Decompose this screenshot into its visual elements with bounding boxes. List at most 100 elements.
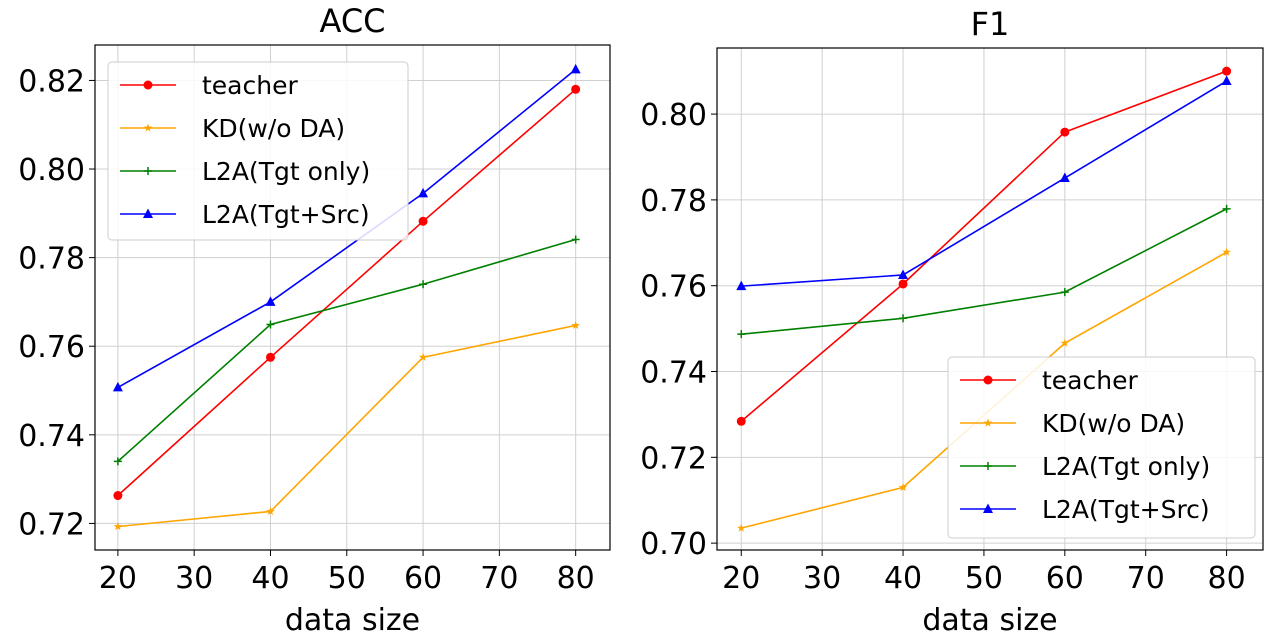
plot-frame	[94, 44, 611, 551]
marker-circle	[898, 279, 908, 289]
y-tick-label: 0.74	[640, 356, 707, 391]
legend-label: KD(w/o DA)	[1042, 409, 1185, 438]
marker-star	[418, 352, 428, 361]
chart-f1: 20 30 40 50 60 70 80 0.70 0.72 0.74 0.76 0.78 0.80 F1…	[640, 5, 1264, 638]
x-tick-label: 80	[1208, 561, 1246, 596]
marker-circle	[736, 416, 746, 426]
series-line	[117, 88, 577, 497]
x-tick-label: 70	[1127, 561, 1165, 596]
x-axis-label: data size	[285, 603, 420, 638]
y-tick-label: 0.76	[18, 330, 85, 365]
marker-plus	[737, 330, 746, 339]
chart-acc: 20 30 40 50 60 70 80 0.72 0.74 0.76 0.78 0.80 0.82 AC…	[18, 2, 611, 638]
marker-circle	[113, 491, 123, 501]
marker-plus	[984, 462, 992, 470]
x-tick-label: 30	[175, 561, 213, 596]
marker-star	[983, 418, 993, 427]
marker-plus	[1222, 204, 1231, 213]
x-tick-label: 60	[404, 561, 442, 596]
marker-triangle	[418, 187, 429, 198]
marker-plus	[419, 280, 428, 289]
marker-star	[266, 507, 275, 516]
marker-plus	[266, 320, 275, 329]
legend: teacher KD(w/o DA) L2A(Tgt only) L2A(Tgt+Sr…	[107, 61, 409, 241]
legend-label: L2A(Tgt only)	[202, 157, 370, 186]
series-line	[117, 324, 576, 528]
y-tick-label: 0.80	[640, 98, 707, 133]
x-tick-label: 20	[722, 561, 760, 596]
marker-circle	[265, 352, 275, 362]
legend-frame	[947, 356, 1256, 539]
marker-circle	[1060, 127, 1070, 137]
x-tick-label: 70	[480, 561, 518, 596]
x-tick-label: 40	[251, 561, 289, 596]
marker-circle	[418, 216, 428, 226]
marker-triangle	[898, 269, 909, 279]
series-teacher	[736, 66, 1232, 426]
marker-triangle	[112, 381, 123, 392]
marker-circle	[983, 375, 993, 385]
x-tick-label: 40	[884, 561, 922, 596]
x-tick-label: 80	[557, 561, 595, 596]
marker-triangle	[143, 208, 153, 218]
series-line	[741, 80, 1228, 287]
marker-star	[737, 523, 746, 532]
marker-triangle	[983, 503, 993, 513]
marker-star	[1060, 338, 1070, 347]
y-tick-label: 0.74	[18, 419, 85, 454]
y-tick-label: 0.72	[18, 507, 85, 542]
x-axis-label: data size	[922, 603, 1057, 638]
marker-plus	[144, 167, 152, 175]
marker-triangle	[265, 296, 276, 306]
marker-triangle	[570, 63, 581, 74]
y-tick-label: 0.78	[640, 184, 707, 219]
marker-star	[898, 482, 908, 491]
x-tick-label: 60	[1046, 561, 1084, 596]
x-tick-label: 50	[965, 561, 1003, 596]
marker-circle	[571, 84, 581, 94]
series-l2a-tgt-only-	[113, 235, 580, 466]
y-tick-label: 0.78	[18, 242, 85, 277]
legend-label: L2A(Tgt+Src)	[202, 200, 370, 229]
y-tick-label: 0.80	[18, 153, 85, 188]
legend-label: teacher	[202, 71, 298, 100]
chart-title: ACC	[319, 2, 385, 40]
marker-plus	[899, 314, 908, 323]
marker-triangle	[736, 280, 747, 291]
marker-star	[143, 123, 153, 132]
series-line	[117, 238, 576, 462]
marker-triangle	[1221, 75, 1232, 86]
plot-frame	[716, 47, 1264, 551]
series-line	[741, 208, 1227, 335]
chart-title: F1	[971, 5, 1010, 43]
y-tick-label: 0.70	[640, 527, 707, 562]
marker-star	[1222, 247, 1231, 256]
x-tick-label: 30	[803, 561, 841, 596]
marker-circle	[1222, 66, 1232, 76]
series-teacher	[113, 84, 581, 501]
series-line	[117, 68, 577, 389]
series-l2a-tgt-only-	[737, 204, 1231, 339]
marker-star	[571, 320, 580, 329]
marker-circle	[143, 80, 153, 90]
marker-triangle	[1059, 172, 1070, 183]
y-tick-label: 0.82	[18, 64, 85, 99]
x-tick-label: 20	[99, 561, 137, 596]
marker-plus	[571, 235, 580, 244]
legend-label: teacher	[1042, 366, 1138, 395]
marker-plus	[1060, 288, 1069, 297]
legend: teacher KD(w/o DA) L2A(Tgt only) L2A(Tgt+Sr…	[947, 356, 1256, 539]
y-tick-label: 0.72	[640, 441, 707, 476]
series-line	[740, 70, 1227, 422]
legend-label: L2A(Tgt only)	[1042, 452, 1210, 481]
series-l2a-tgt-src-	[112, 63, 581, 392]
marker-star	[113, 522, 123, 531]
series-l2a-tgt-src-	[736, 75, 1232, 291]
y-tick-label: 0.76	[640, 270, 707, 305]
x-tick-label: 50	[328, 561, 366, 596]
legend-label: KD(w/o DA)	[202, 114, 345, 143]
legend-label: L2A(Tgt+Src)	[1042, 495, 1210, 524]
marker-plus	[113, 457, 122, 466]
legend-frame	[107, 61, 409, 241]
